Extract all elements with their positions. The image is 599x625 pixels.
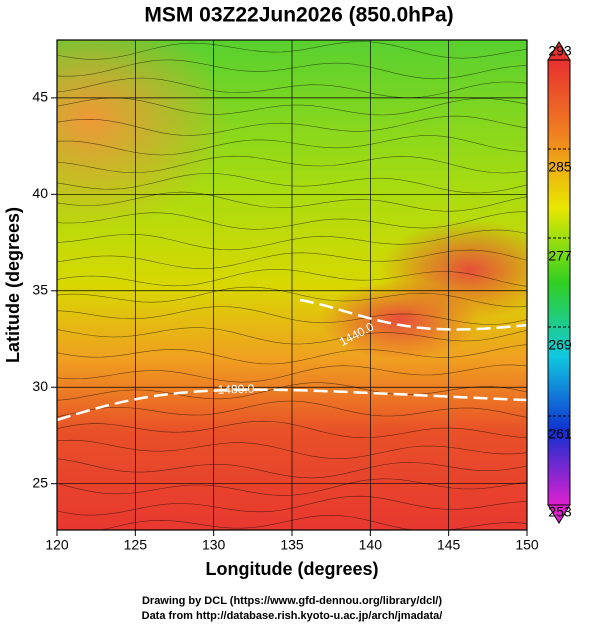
x-tick-label: 145	[437, 537, 461, 553]
colorbar-tick-label: 269	[548, 337, 572, 353]
x-tick-label: 150	[515, 537, 539, 553]
title: MSM 03Z22Jun2026 (850.0hPa)	[144, 4, 453, 27]
colorbar-tick-label: 277	[548, 248, 572, 264]
contour-line	[56, 388, 528, 422]
colorbar: 253 261 269 277 285 293	[547, 41, 572, 524]
y-tick-label: 25	[32, 474, 48, 490]
y-tick-label: 45	[32, 89, 48, 105]
field	[57, 40, 527, 530]
x-tick-label: 130	[202, 537, 226, 553]
colorbar-tick-label: 253	[548, 504, 572, 520]
y-tick-label: 40	[32, 185, 48, 201]
contour-line	[299, 298, 528, 331]
colorbar-tick-label: 293	[548, 43, 572, 59]
colorbar-tick-label: 261	[548, 426, 572, 442]
y-tick-label: 35	[32, 281, 48, 297]
y-axis-label: Latitude (degrees)	[3, 207, 23, 363]
x-tick-label: 125	[124, 537, 148, 553]
grid: 120 125 130 135 140 145 15025303540451440.0148…	[32, 40, 539, 553]
warm-area	[57, 40, 230, 230]
x-tick-label: 140	[359, 537, 383, 553]
y-tick-label: 30	[32, 378, 48, 394]
x-axis-label: Longitude (degrees)	[205, 559, 378, 579]
x-tick-label: 135	[280, 537, 304, 553]
colorbar-tick-label: 285	[548, 159, 572, 175]
credit: Data from http://database.rish.kyoto-u.a…	[142, 610, 443, 622]
plot-frame	[56, 39, 528, 531]
x-tick-label: 120	[45, 537, 69, 553]
contour-label: 1480.0	[217, 382, 254, 397]
credit: Drawing by DCL (https://www.gfd-dennou.o…	[142, 595, 442, 607]
